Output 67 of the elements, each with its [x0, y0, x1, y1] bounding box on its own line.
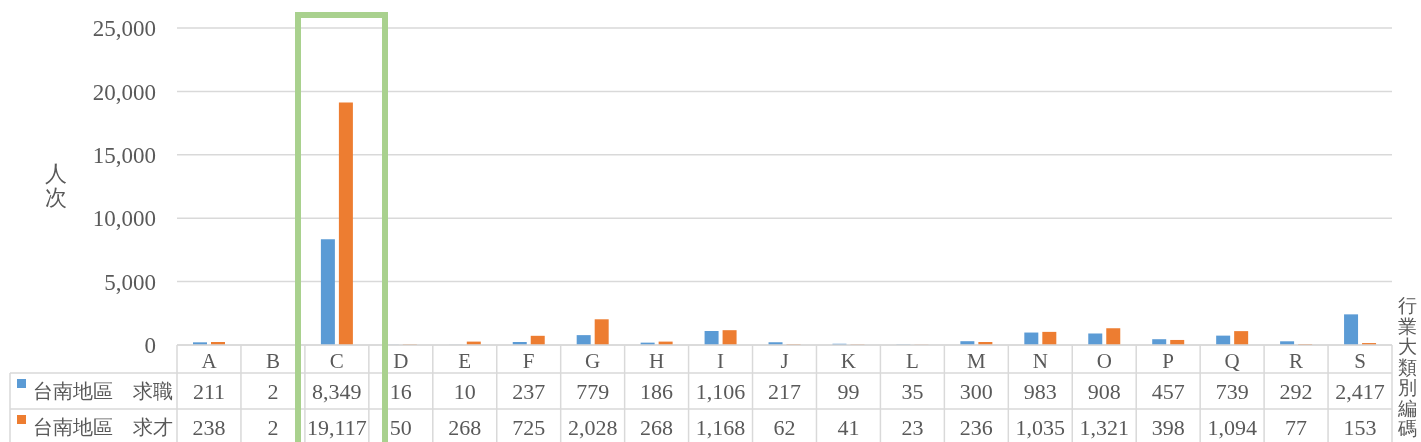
x-tick-label: L — [905, 348, 919, 373]
data-label: 41 — [837, 414, 860, 440]
data-label: 779 — [576, 378, 610, 404]
x-axis-title: 行業大類別編碼 — [1398, 295, 1417, 440]
y-tick-label: 25,000 — [92, 16, 156, 42]
x-tick-label: E — [458, 348, 472, 373]
data-label: 1,106 — [695, 378, 746, 404]
x-tick-label: O — [1096, 348, 1112, 373]
data-label: 268 — [448, 414, 482, 440]
data-label: 1,168 — [695, 414, 746, 440]
data-label: 153 — [1343, 414, 1377, 440]
data-label: 1,321 — [1079, 414, 1129, 440]
y-tick-label: 5,000 — [104, 269, 156, 295]
data-label: 268 — [640, 414, 674, 440]
x-tick-label: Q — [1224, 348, 1240, 373]
data-label: 35 — [901, 378, 924, 404]
x-tick-label: R — [1289, 348, 1304, 373]
data-label: 19,117 — [307, 414, 367, 440]
legend-label: 台南地區 求才 — [33, 416, 173, 438]
data-label: 2,417 — [1335, 378, 1385, 404]
y-axis-title: 人次 — [45, 161, 67, 210]
x-tick-label: N — [1032, 348, 1048, 373]
data-label: 62 — [773, 414, 796, 440]
y-tick-label: 10,000 — [92, 206, 156, 232]
data-label: 457 — [1151, 378, 1185, 404]
data-label: 983 — [1023, 378, 1057, 404]
x-tick-label: C — [329, 348, 344, 373]
x-tick-label: J — [780, 348, 789, 373]
x-tick-label: B — [265, 348, 280, 373]
data-label: 16 — [389, 378, 412, 404]
y-tick-label: 0 — [144, 333, 156, 359]
data-label: 10 — [453, 378, 476, 404]
data-label: 8,349 — [312, 378, 362, 404]
data-label: 237 — [512, 378, 546, 404]
data-label: 300 — [959, 378, 993, 404]
data-label: 908 — [1087, 378, 1121, 404]
data-label: 77 — [1285, 414, 1308, 440]
x-tick-label: F — [522, 348, 535, 373]
data-label: 238 — [192, 414, 226, 440]
x-tick-label: S — [1354, 348, 1366, 373]
x-tick-label: A — [201, 348, 218, 373]
data-label: 50 — [389, 414, 412, 440]
x-tick-label: D — [393, 348, 409, 373]
data-label: 186 — [640, 378, 674, 404]
data-label: 2 — [267, 414, 279, 440]
data-label: 2 — [267, 378, 279, 404]
y-tick-label: 20,000 — [92, 79, 156, 105]
data-label: 236 — [959, 414, 993, 440]
data-label: 211 — [192, 378, 226, 404]
x-tick-label: I — [717, 348, 725, 373]
x-tick-label: M — [967, 348, 986, 373]
data-label: 292 — [1279, 378, 1313, 404]
data-label: 99 — [837, 378, 860, 404]
x-tick-label: P — [1162, 348, 1175, 373]
x-tick-label: G — [585, 348, 601, 373]
data-label: 1,094 — [1207, 414, 1257, 440]
y-tick-label: 15,000 — [92, 142, 156, 168]
x-tick-label: H — [649, 348, 665, 373]
data-label: 217 — [768, 378, 801, 404]
x-tick-label: K — [840, 348, 857, 373]
data-label: 2,028 — [567, 414, 618, 440]
data-label: 739 — [1215, 378, 1249, 404]
data-label: 725 — [512, 414, 546, 440]
data-label: 23 — [901, 414, 924, 440]
legend-label: 台南地區 求職 — [33, 380, 173, 402]
data-label: 398 — [1151, 414, 1185, 440]
data-label: 1,035 — [1015, 414, 1066, 440]
